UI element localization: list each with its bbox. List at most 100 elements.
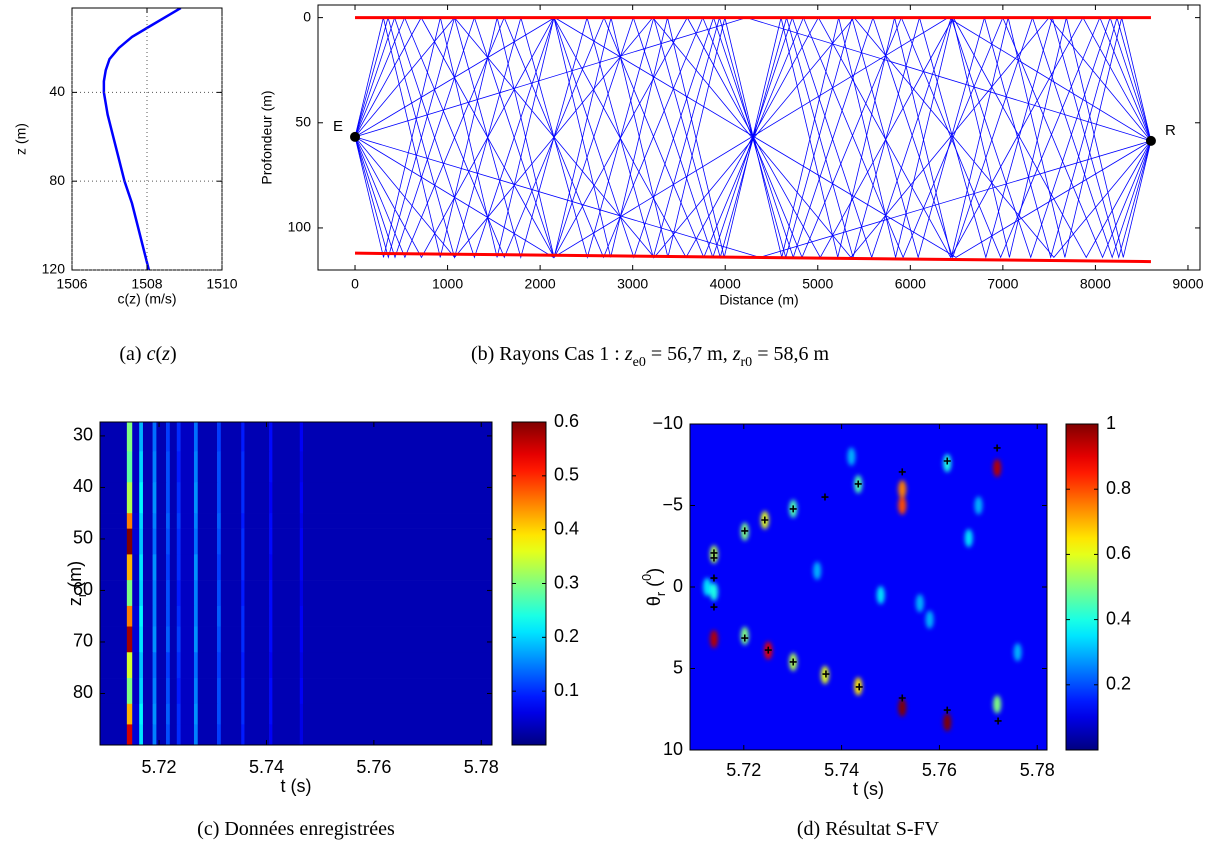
cell xyxy=(100,422,128,452)
point xyxy=(1145,135,1156,146)
cell xyxy=(220,724,242,745)
cell xyxy=(180,513,195,529)
cell xyxy=(166,554,171,581)
cell xyxy=(193,554,199,581)
cell xyxy=(152,605,157,627)
x-tick-label: 5.76 xyxy=(922,760,957,780)
cell xyxy=(197,652,218,679)
caption: (a) c(z) xyxy=(119,343,176,365)
cell xyxy=(132,724,140,745)
text-part: = 56,7 m, xyxy=(646,343,733,365)
cell xyxy=(193,580,199,607)
cell xyxy=(269,554,273,581)
cell xyxy=(180,652,195,679)
spot xyxy=(709,630,718,649)
text-part: ( xyxy=(155,343,162,365)
cell xyxy=(220,513,242,529)
cell xyxy=(100,513,128,529)
colorbar-tick-label: 1 xyxy=(1106,413,1116,433)
marker xyxy=(854,480,862,488)
spot xyxy=(709,582,718,601)
cell xyxy=(156,554,167,581)
cell xyxy=(169,580,178,607)
cell xyxy=(220,554,242,581)
cell xyxy=(299,580,304,607)
cell xyxy=(139,605,144,627)
cell xyxy=(272,605,301,627)
spot xyxy=(876,586,885,605)
y-tick-label: 70 xyxy=(73,631,93,651)
cell xyxy=(166,652,171,679)
cell xyxy=(180,678,195,705)
cell xyxy=(139,580,144,607)
cell xyxy=(180,528,195,555)
cell xyxy=(100,528,128,555)
x-tick-label: 1510 xyxy=(206,276,237,292)
cell xyxy=(217,451,222,483)
cell xyxy=(169,528,178,555)
cell xyxy=(166,678,171,705)
y-tick-label: 30 xyxy=(73,425,93,445)
cell xyxy=(180,554,195,581)
cell xyxy=(156,703,167,725)
cell xyxy=(272,626,301,653)
spot xyxy=(964,529,973,548)
colorbar-tick-label: 0.6 xyxy=(554,411,579,431)
cell xyxy=(241,605,245,627)
cell xyxy=(272,580,301,607)
cell xyxy=(217,422,222,452)
text-part: e0 xyxy=(633,355,646,370)
cell xyxy=(197,528,218,555)
cell xyxy=(152,703,157,725)
x-tick-label: 5.76 xyxy=(356,757,391,777)
cell xyxy=(193,652,199,679)
caption: (c) Données enregistrées xyxy=(197,818,395,840)
spot xyxy=(703,578,712,596)
cell xyxy=(132,652,140,679)
cell xyxy=(299,451,304,483)
cell xyxy=(244,513,270,529)
text-part: z xyxy=(624,343,633,365)
cell xyxy=(142,652,153,679)
cell xyxy=(220,482,242,514)
cell xyxy=(197,678,218,705)
spot xyxy=(925,610,934,629)
x-tick-label: 6000 xyxy=(895,276,926,292)
cell xyxy=(220,652,242,679)
colorbar-tick-label: 0.3 xyxy=(554,572,579,592)
cell xyxy=(197,703,218,725)
cell xyxy=(126,528,133,555)
boundary xyxy=(355,251,1151,264)
cell xyxy=(152,451,157,483)
x-axis-label: c(z) (m/s) xyxy=(117,291,176,307)
cell xyxy=(193,482,199,514)
cell xyxy=(126,678,133,705)
background xyxy=(690,424,1047,750)
cell xyxy=(241,703,245,725)
cell xyxy=(241,554,245,581)
colorbar-tick-label: 0.8 xyxy=(1106,478,1131,498)
cell xyxy=(302,451,492,483)
cell xyxy=(139,678,144,705)
spot xyxy=(847,447,856,466)
x-tick-label: 1508 xyxy=(131,276,162,292)
y-tick-label: 120 xyxy=(42,261,66,277)
marker xyxy=(789,505,797,513)
cell xyxy=(269,605,273,627)
cell xyxy=(132,422,140,452)
cell xyxy=(220,605,242,627)
cell xyxy=(156,513,167,529)
cell xyxy=(126,422,133,452)
cell xyxy=(244,554,270,581)
cell xyxy=(139,528,144,555)
marker xyxy=(761,516,769,524)
y-tick-label: 50 xyxy=(295,113,311,129)
cell xyxy=(299,528,304,555)
cell xyxy=(193,528,199,555)
cell xyxy=(180,724,195,745)
y-tick-label: 40 xyxy=(73,476,93,496)
cell xyxy=(244,528,270,555)
cell xyxy=(241,422,245,452)
cell xyxy=(217,652,222,679)
